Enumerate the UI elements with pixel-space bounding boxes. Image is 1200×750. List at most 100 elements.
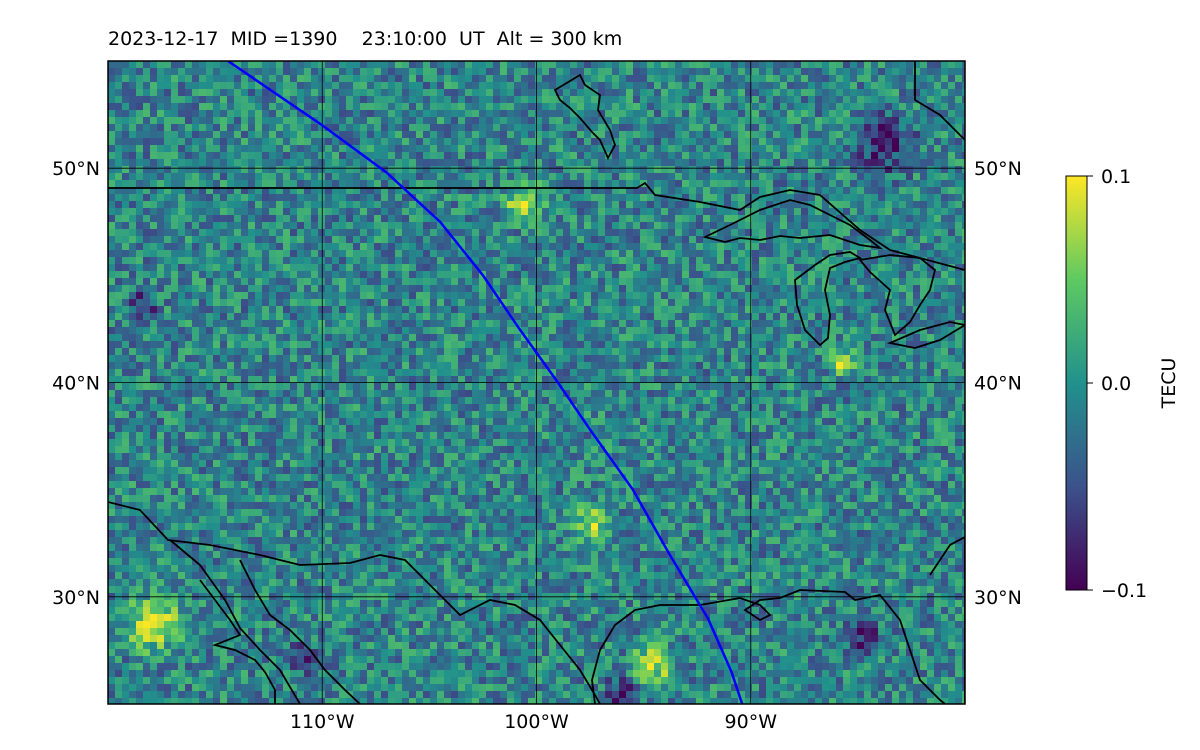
heatmap-cell bbox=[773, 96, 781, 104]
heatmap-cell bbox=[675, 75, 683, 83]
heatmap-cell bbox=[423, 194, 431, 202]
heatmap-cell bbox=[962, 61, 965, 69]
heatmap-cell bbox=[654, 320, 662, 328]
heatmap-cell bbox=[416, 89, 424, 97]
heatmap-cell bbox=[745, 117, 753, 125]
heatmap-cell bbox=[661, 327, 669, 335]
heatmap-cell bbox=[640, 222, 648, 230]
heatmap-cell bbox=[115, 117, 123, 125]
heatmap-cell bbox=[409, 138, 417, 146]
heatmap-cell bbox=[269, 166, 277, 174]
heatmap-cell bbox=[612, 124, 620, 132]
heatmap-cell bbox=[570, 166, 578, 174]
heatmap-cell bbox=[528, 152, 536, 160]
heatmap-cell bbox=[591, 187, 599, 195]
heatmap-cell bbox=[157, 229, 165, 237]
heatmap-cell bbox=[115, 222, 123, 230]
heatmap-cell bbox=[738, 166, 746, 174]
heatmap-cell bbox=[640, 82, 648, 90]
heatmap-cell bbox=[556, 138, 564, 146]
heatmap-cell bbox=[696, 124, 704, 132]
heatmap-cell bbox=[563, 103, 571, 111]
heatmap-cell bbox=[297, 89, 305, 97]
heatmap-cell bbox=[731, 68, 739, 76]
heatmap-cell bbox=[143, 334, 151, 342]
heatmap-cell bbox=[640, 271, 648, 279]
heatmap-cell bbox=[514, 222, 522, 230]
heatmap-cell bbox=[675, 68, 683, 76]
heatmap-cell bbox=[857, 96, 865, 104]
heatmap-cell bbox=[906, 187, 914, 195]
heatmap-cell bbox=[262, 117, 270, 125]
heatmap-cell bbox=[885, 96, 893, 104]
heatmap-cell bbox=[549, 292, 557, 300]
heatmap-cell bbox=[409, 82, 417, 90]
heatmap-cell bbox=[108, 89, 116, 97]
heatmap-cell bbox=[129, 187, 137, 195]
heatmap-cell bbox=[857, 180, 865, 188]
heatmap-cell bbox=[367, 68, 375, 76]
heatmap-cell bbox=[899, 313, 907, 321]
heatmap-cell bbox=[241, 96, 249, 104]
heatmap-cell bbox=[542, 110, 550, 118]
heatmap-cell bbox=[899, 152, 907, 160]
heatmap-cell bbox=[794, 124, 802, 132]
heatmap-cell bbox=[759, 173, 767, 181]
heatmap-cell bbox=[318, 271, 326, 279]
heatmap-cell bbox=[381, 110, 389, 118]
heatmap-cell bbox=[248, 292, 256, 300]
heatmap-cell bbox=[745, 82, 753, 90]
heatmap-cell bbox=[829, 236, 837, 244]
heatmap-cell bbox=[731, 187, 739, 195]
heatmap-cell bbox=[227, 264, 235, 272]
heatmap-cell bbox=[640, 215, 648, 223]
heatmap-cell bbox=[451, 68, 459, 76]
heatmap-cell bbox=[906, 89, 914, 97]
heatmap-cell bbox=[843, 173, 851, 181]
heatmap-cell bbox=[521, 89, 529, 97]
heatmap-cell bbox=[171, 271, 179, 279]
heatmap-cell bbox=[794, 117, 802, 125]
heatmap-cell bbox=[780, 152, 788, 160]
heatmap-cell bbox=[829, 61, 837, 69]
heatmap-cell bbox=[689, 61, 697, 69]
heatmap-cell bbox=[640, 201, 648, 209]
heatmap-cell bbox=[899, 229, 907, 237]
heatmap-cell bbox=[290, 110, 298, 118]
heatmap-cell bbox=[388, 334, 396, 342]
heatmap-cell bbox=[199, 299, 207, 307]
heatmap-cell bbox=[549, 187, 557, 195]
heatmap-cell bbox=[927, 208, 935, 216]
heatmap-cell bbox=[157, 82, 165, 90]
heatmap-cell bbox=[234, 243, 242, 251]
heatmap-cell bbox=[304, 152, 312, 160]
heatmap-cell bbox=[213, 138, 221, 146]
heatmap-cell bbox=[304, 180, 312, 188]
heatmap-cell bbox=[248, 236, 256, 244]
heatmap-cell bbox=[451, 159, 459, 167]
heatmap-cell bbox=[346, 313, 354, 321]
heatmap-cell bbox=[402, 124, 410, 132]
heatmap-cell bbox=[255, 327, 263, 335]
heatmap-cell bbox=[185, 110, 193, 118]
heatmap-cell bbox=[227, 327, 235, 335]
heatmap-cell bbox=[122, 159, 130, 167]
heatmap-cell bbox=[577, 75, 585, 83]
heatmap-cell bbox=[766, 229, 774, 237]
heatmap-cell bbox=[843, 278, 851, 286]
heatmap-cell bbox=[948, 82, 956, 90]
heatmap-cell bbox=[290, 243, 298, 251]
heatmap-cell bbox=[850, 187, 858, 195]
heatmap-cell bbox=[458, 271, 466, 279]
heatmap-cell bbox=[143, 306, 151, 314]
heatmap-cell bbox=[801, 264, 809, 272]
heatmap-cell bbox=[521, 341, 529, 349]
heatmap-cell bbox=[129, 166, 137, 174]
heatmap-cell bbox=[206, 327, 214, 335]
heatmap-cell bbox=[234, 152, 242, 160]
heatmap-cell bbox=[584, 152, 592, 160]
heatmap-cell bbox=[514, 243, 522, 251]
heatmap-cell bbox=[528, 292, 536, 300]
heatmap-cell bbox=[808, 61, 816, 69]
heatmap-cell bbox=[647, 201, 655, 209]
